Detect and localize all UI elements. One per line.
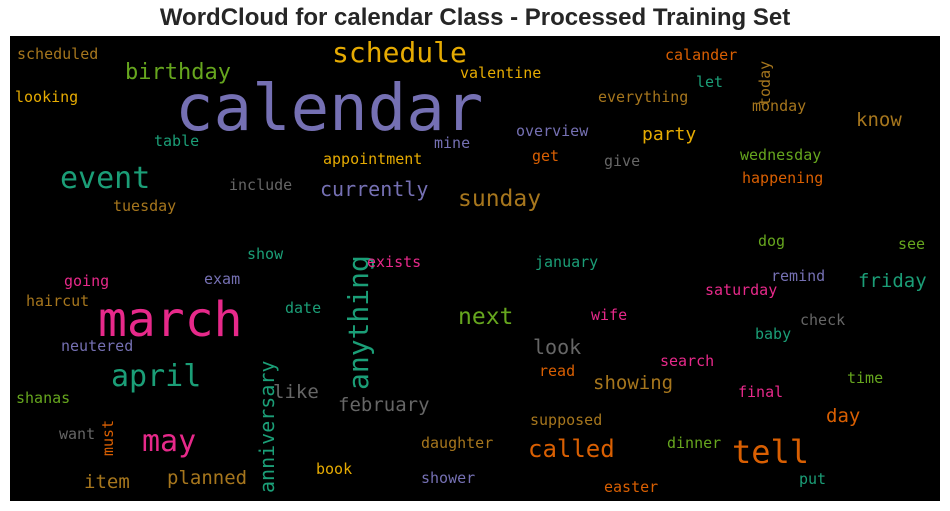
word-haircut: haircut	[26, 292, 89, 310]
word-mine: mine	[434, 134, 470, 152]
word-item: item	[84, 471, 130, 493]
word-january: january	[535, 253, 598, 271]
word-today: today	[756, 61, 774, 106]
word-saturday: saturday	[705, 281, 777, 299]
word-remind: remind	[771, 267, 825, 285]
word-see: see	[898, 235, 925, 253]
word-birthday: birthday	[125, 60, 231, 85]
word-baby: baby	[755, 325, 791, 343]
word-know: know	[856, 109, 902, 131]
word-table: table	[154, 132, 199, 150]
word-overview: overview	[516, 122, 589, 140]
word-showing: showing	[593, 372, 673, 394]
word-party: party	[642, 124, 696, 145]
word-get: get	[532, 147, 559, 165]
word-called: called	[528, 435, 615, 463]
word-search: search	[660, 352, 714, 370]
word-read: read	[539, 362, 575, 380]
word-show: show	[247, 245, 284, 263]
word-calendar: calendar	[175, 72, 483, 146]
word-supposed: supposed	[530, 411, 602, 429]
word-everything: everything	[598, 88, 688, 106]
word-neutered: neutered	[61, 337, 133, 355]
word-going: going	[64, 272, 109, 290]
word-schedule: schedule	[332, 36, 467, 69]
word-sunday: sunday	[458, 186, 541, 212]
word-easter: easter	[604, 478, 658, 496]
word-appointment: appointment	[323, 150, 422, 168]
word-daughter: daughter	[421, 434, 493, 452]
word-valentine: valentine	[460, 64, 541, 82]
word-next: next	[458, 304, 513, 330]
word-time: time	[847, 369, 883, 387]
word-anniversary: anniversary	[255, 361, 279, 493]
word-look: look	[533, 335, 581, 359]
word-march: march	[98, 292, 243, 348]
word-exists: exists	[367, 253, 421, 271]
word-may: may	[142, 424, 196, 459]
word-wednesday: wednesday	[740, 146, 821, 164]
word-include: include	[229, 176, 292, 194]
word-tell: tell	[732, 433, 809, 471]
chart-title: WordCloud for calendar Class - Processed…	[159, 4, 791, 31]
word-like: like	[273, 381, 319, 403]
word-exam: exam	[204, 270, 240, 288]
word-currently: currently	[320, 177, 428, 201]
word-friday: friday	[858, 270, 927, 292]
word-give: give	[604, 152, 640, 170]
word-check: check	[800, 311, 845, 329]
word-must: must	[99, 420, 117, 456]
wordcloud-svg: calendar march schedule event anything may apr…	[15, 36, 927, 496]
word-final: final	[738, 383, 783, 401]
word-monday: monday	[752, 97, 806, 115]
word-event: event	[60, 161, 150, 196]
word-planned: planned	[167, 467, 247, 489]
word-let: let	[696, 73, 723, 91]
word-anything: anything	[342, 255, 375, 390]
word-scheduled: scheduled	[17, 45, 98, 63]
word-book: book	[316, 460, 352, 478]
word-calander: calander	[665, 46, 737, 64]
word-april: april	[111, 359, 201, 394]
word-looking: looking	[15, 88, 78, 106]
wordcloud-canvas: calendar march schedule event anything may apr…	[10, 36, 940, 501]
word-february: february	[338, 394, 430, 416]
word-wife: wife	[591, 306, 627, 324]
word-dinner: dinner	[667, 434, 721, 452]
word-shanas: shanas	[16, 389, 70, 407]
word-want: want	[59, 425, 95, 443]
word-tuesday: tuesday	[113, 197, 176, 215]
word-dog: dog	[758, 232, 785, 250]
word-day: day	[826, 405, 860, 427]
word-put: put	[799, 470, 826, 488]
word-happening: happening	[742, 169, 823, 187]
word-shower: shower	[421, 469, 475, 487]
word-date: date	[285, 299, 321, 317]
